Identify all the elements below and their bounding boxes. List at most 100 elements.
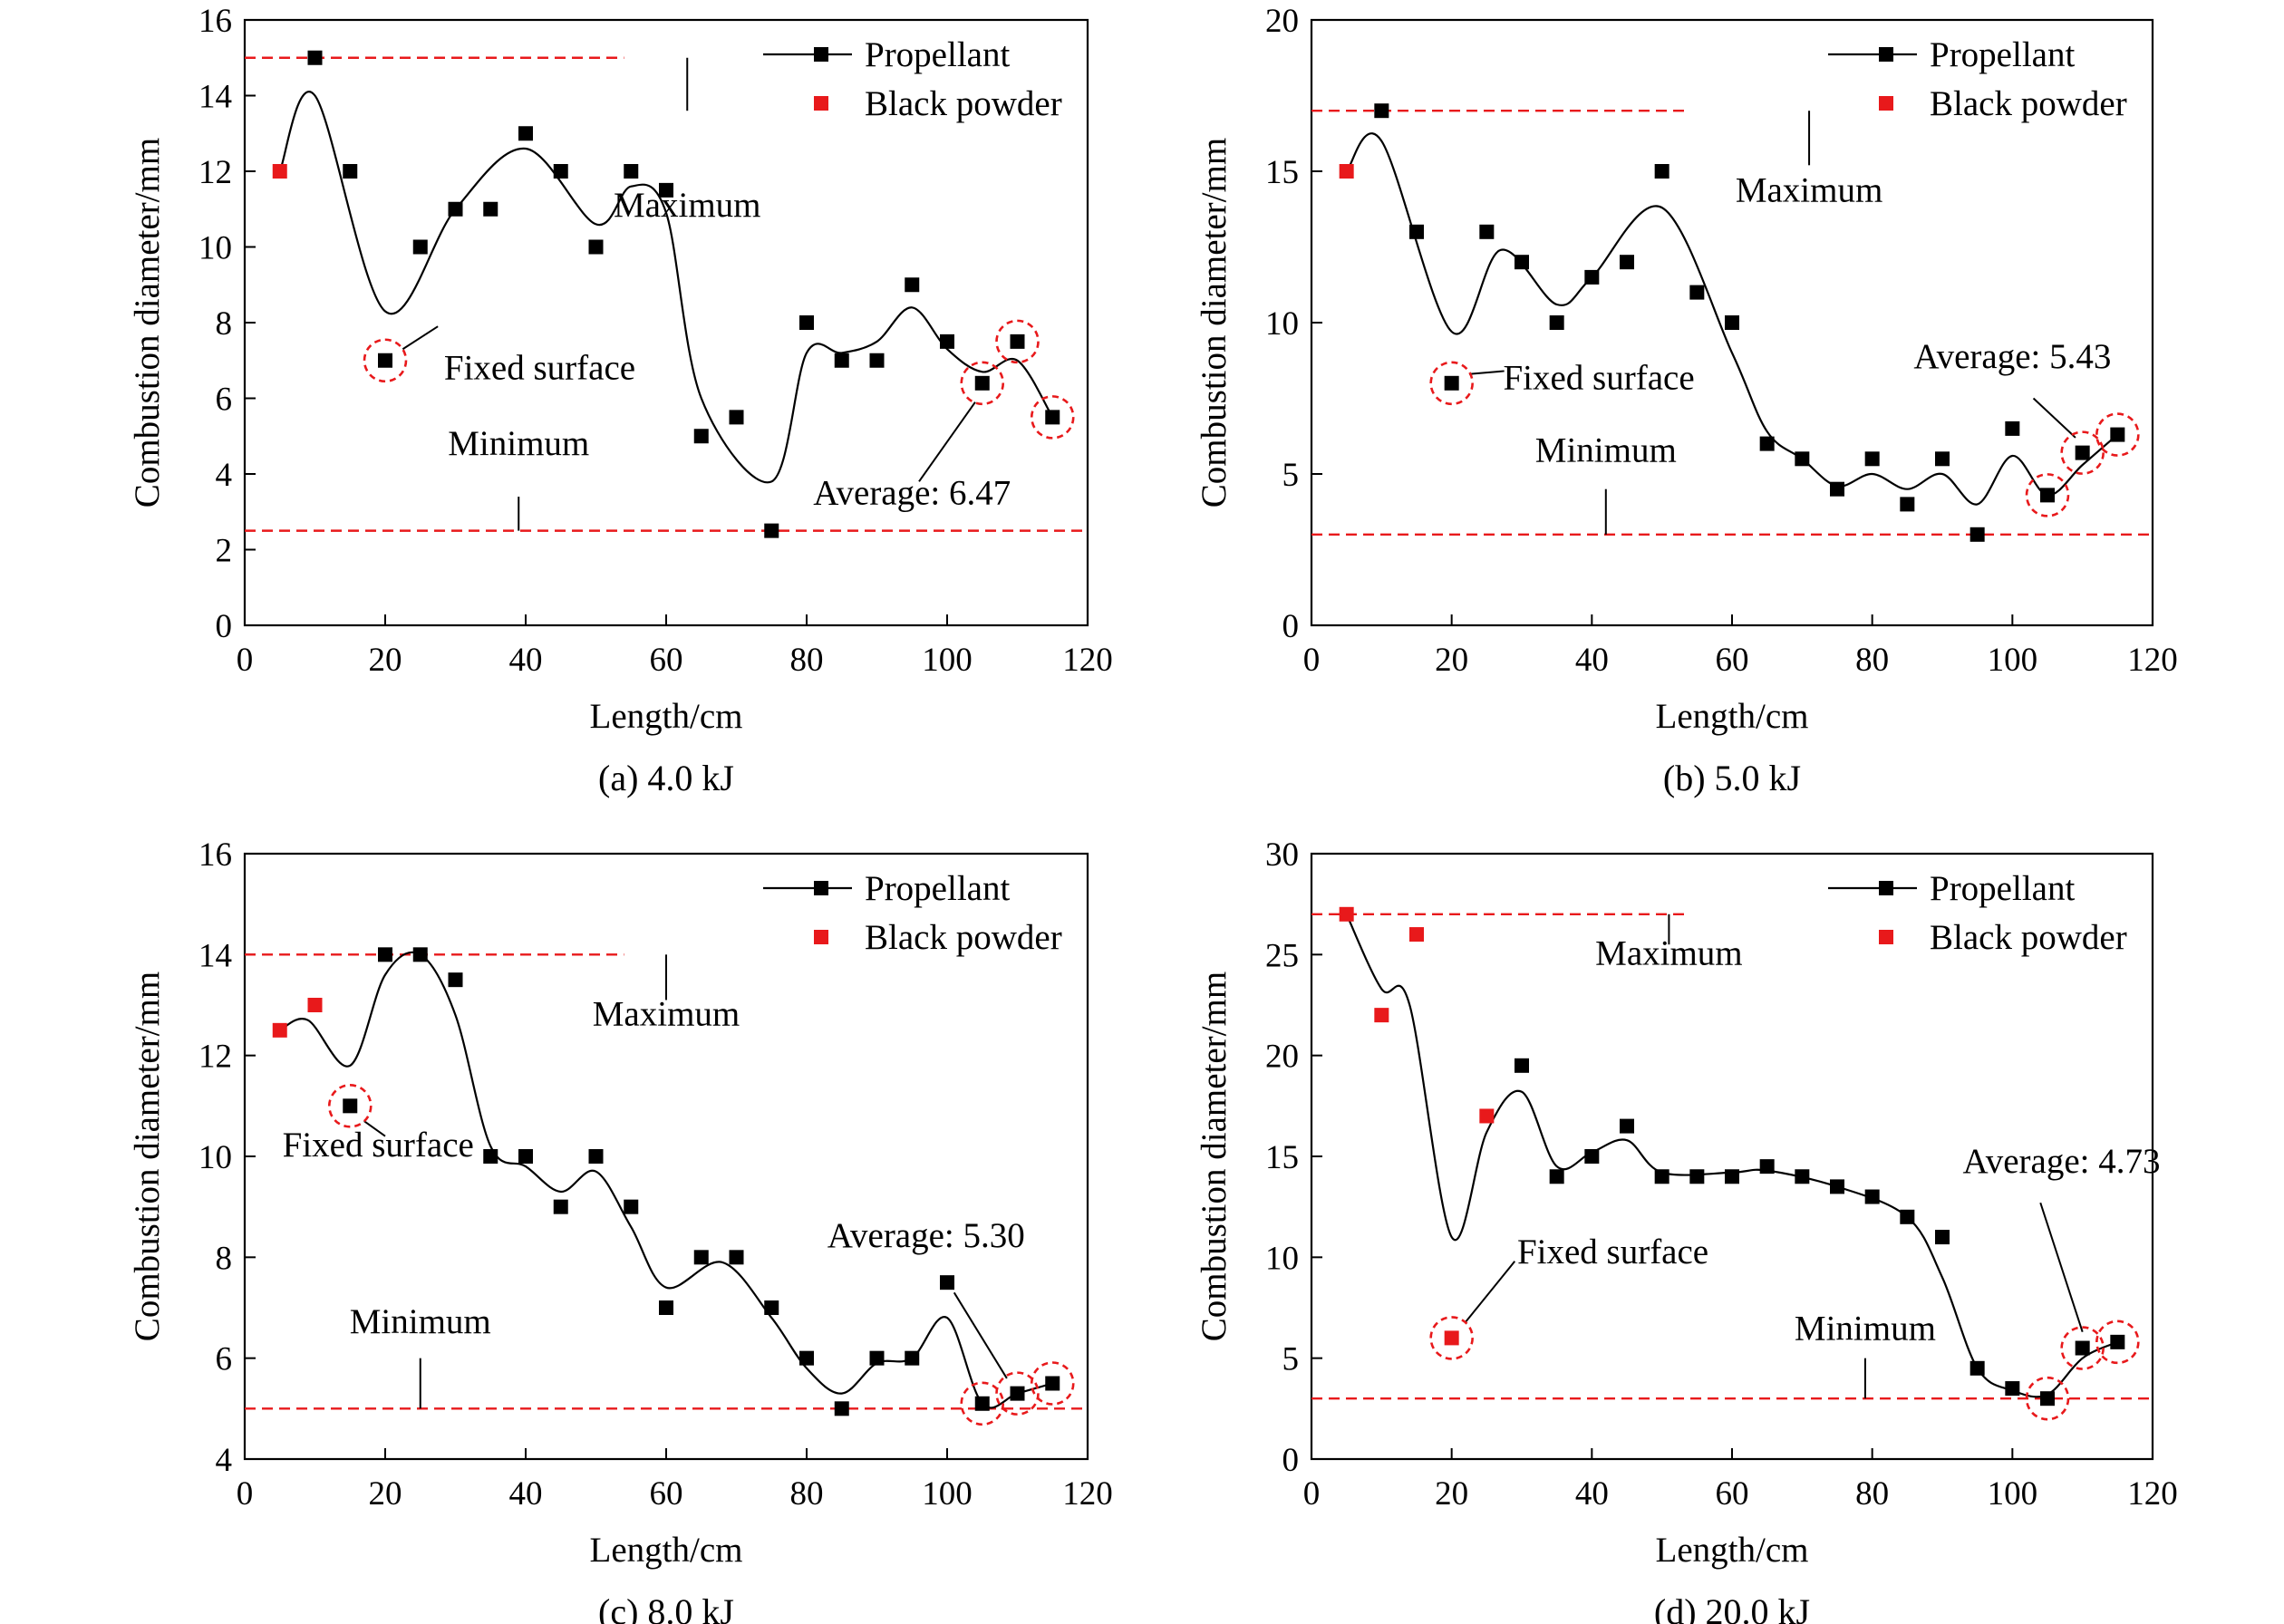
black-powder-point	[1444, 1330, 1459, 1346]
panel-caption: (d) 20.0 kJ	[1654, 1591, 1810, 1624]
x-tick-label: 20	[369, 1475, 402, 1513]
legend-propellant-label: Propellant	[865, 35, 1010, 74]
y-tick-label: 0	[1282, 608, 1300, 645]
legend-black-powder-marker	[1879, 96, 1893, 111]
annotation-leader-line	[953, 1291, 1008, 1379]
propellant-point	[2110, 427, 2125, 442]
x-tick-label: 80	[790, 642, 824, 679]
propellant-point	[1830, 1179, 1844, 1194]
propellant-point	[378, 353, 392, 368]
propellant-point	[448, 972, 463, 988]
propellant-point	[1444, 375, 1459, 391]
y-tick-label: 8	[216, 305, 233, 343]
propellant-point	[553, 164, 568, 179]
propellant-point	[448, 201, 463, 217]
y-axis-title: Combustion diameter/mm	[1195, 972, 1234, 1341]
propellant-point	[2005, 1381, 2020, 1397]
highlight-circle	[1429, 1316, 1474, 1360]
propellant-point	[1515, 255, 1529, 270]
propellant-point	[729, 410, 744, 425]
propellant-point	[1584, 1149, 1600, 1164]
black-powder-point	[1339, 164, 1354, 179]
propellant-point	[1409, 224, 1424, 239]
propellant-point	[1010, 334, 1025, 349]
propellant-point	[1725, 315, 1739, 330]
propellant-point	[518, 126, 533, 141]
panel-caption: (a) 4.0 kJ	[598, 758, 734, 798]
annotation-leader-line	[1465, 1261, 1516, 1323]
propellant-fit-curve	[1345, 914, 2118, 1398]
propellant-point	[553, 1199, 568, 1214]
propellant-point	[1864, 451, 1880, 467]
x-tick-label: 60	[650, 1475, 683, 1513]
legend-black-powder-label: Black powder	[1930, 84, 2127, 123]
legend-black-powder-label: Black powder	[865, 918, 1062, 957]
average-label: Average: 5.43	[1913, 337, 2111, 376]
propellant-point	[2005, 420, 2020, 436]
propellant-point	[1795, 1169, 1810, 1184]
propellant-point	[834, 353, 849, 368]
x-tick-label: 0	[1303, 1475, 1321, 1513]
x-tick-label: 120	[2127, 642, 2178, 679]
propellant-point	[1479, 224, 1495, 239]
propellant-point	[1969, 1360, 1985, 1376]
y-tick-label: 6	[216, 1341, 233, 1378]
propellant-point	[1584, 269, 1600, 285]
y-tick-label: 20	[1265, 1039, 1299, 1076]
propellant-point	[2075, 1340, 2090, 1356]
propellant-point	[2040, 1391, 2055, 1406]
propellant-point	[1725, 1169, 1739, 1184]
maximum-label: Maximum	[593, 994, 740, 1033]
x-tick-label: 40	[1575, 1475, 1609, 1513]
black-powder-point	[272, 164, 287, 179]
x-tick-label: 120	[1062, 642, 1113, 679]
x-axis-title: Length/cm	[590, 697, 743, 736]
y-tick-label: 12	[198, 154, 232, 191]
highlight-circle	[995, 1371, 1040, 1416]
legend-propellant-label: Propellant	[865, 869, 1010, 908]
propellant-point	[1549, 1169, 1564, 1184]
legend-propellant-label: Propellant	[1930, 869, 2075, 908]
minimum-label: Minimum	[1535, 431, 1677, 470]
minimum-label: Minimum	[1795, 1310, 1936, 1348]
x-tick-label: 60	[1716, 1475, 1749, 1513]
legend-propellant-label: Propellant	[1930, 35, 2075, 74]
y-tick-label: 2	[216, 533, 233, 570]
x-tick-label: 80	[1855, 642, 1889, 679]
propellant-fit-curve	[279, 951, 1053, 1409]
black-powder-point	[1374, 1008, 1389, 1023]
legend: Propellant Black powder	[1828, 869, 2127, 957]
y-tick-label: 10	[198, 230, 232, 267]
y-axis-title: Combustion diameter/mm	[128, 138, 167, 508]
propellant-point	[1759, 1159, 1775, 1174]
average-label: Average: 6.47	[813, 473, 1011, 512]
y-tick-label: 4	[216, 1442, 233, 1479]
x-tick-label: 80	[1855, 1475, 1889, 1513]
highlight-circle	[960, 361, 1005, 406]
propellant-point	[1689, 1169, 1705, 1184]
propellant-point	[659, 182, 673, 198]
propellant-point	[729, 1250, 744, 1265]
x-tick-label: 100	[1988, 642, 2038, 679]
minimum-label: Minimum	[448, 424, 589, 463]
propellant-point	[378, 947, 392, 962]
propellant-point	[1620, 255, 1634, 270]
propellant-point	[1654, 164, 1669, 179]
legend-black-powder-label: Black powder	[1930, 918, 2127, 957]
highlight-circle	[2095, 1320, 2140, 1365]
x-tick-label: 60	[1716, 642, 1749, 679]
propellant-point	[483, 1149, 498, 1164]
y-tick-label: 16	[198, 836, 232, 874]
chart-panel-4: 0 20 40 60 80 100 120 0 5 10 15 20 25 30 Length/cm Comb…	[1195, 836, 2178, 1624]
propellant-point	[483, 201, 498, 217]
propellant-point	[1620, 1118, 1634, 1134]
annotation-leader-line	[918, 401, 976, 482]
highlight-circle	[960, 1381, 1005, 1426]
legend-black-powder-label: Black powder	[865, 84, 1062, 123]
propellant-point	[799, 315, 814, 330]
propellant-point	[1374, 103, 1389, 119]
y-axis-title: Combustion diameter/mm	[128, 972, 167, 1341]
propellant-point	[869, 1350, 885, 1366]
propellant-point	[1830, 481, 1844, 497]
propellant-point	[1654, 1169, 1669, 1184]
